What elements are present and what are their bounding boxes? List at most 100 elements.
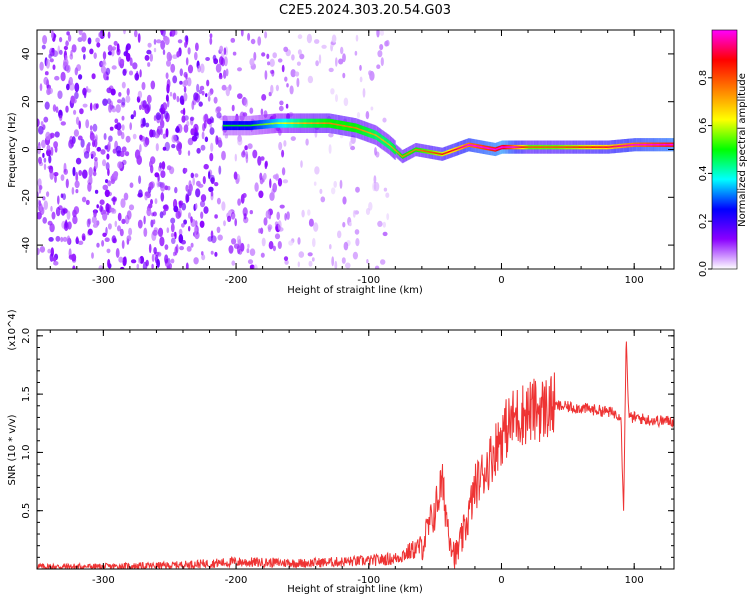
spectrogram-noise-cell (183, 92, 188, 102)
colorbar-label: Normalized spectral amplitude (737, 73, 748, 227)
spectrogram-noise-cell (201, 90, 205, 96)
spectrogram-noise-cell (59, 114, 63, 122)
spectrogram-noise-cell (121, 124, 125, 131)
spectrogram-noise-cell (200, 211, 204, 219)
spectrogram-noise-cell (119, 150, 125, 157)
spectrogram-noise-cell (78, 30, 83, 36)
spectrogram-noise-cell (67, 221, 72, 230)
spectrogram-noise-cell (331, 256, 335, 267)
spectrogram-noise-cell (329, 244, 332, 250)
spectrogram-noise-cell (189, 116, 195, 122)
spectrogram-ridge-core (526, 146, 528, 148)
spectrogram-ridge-core (661, 143, 663, 146)
spectrogram-ridge-core (413, 149, 415, 152)
spectrogram-ridge-core (593, 146, 595, 148)
spectrogram-ridge-core (553, 146, 555, 148)
spectrogram-noise-cell (141, 81, 146, 91)
spectrogram-noise-cell (164, 36, 170, 46)
spectrogram-ridge-core (246, 124, 249, 127)
spectrogram-ridge-core (655, 143, 657, 146)
spectrogram-ridge-core (636, 143, 638, 146)
spectrogram-ridge-core (321, 122, 323, 124)
spectrogram-noise-cell (247, 243, 250, 249)
spectrogram-noise-cell (202, 176, 206, 185)
spectrogram-noise-cell (72, 209, 77, 218)
spectrogram-noise-cell (362, 88, 366, 98)
spectrogram-noise-cell (237, 198, 242, 206)
spectrogram-ridge-core (311, 122, 313, 124)
spectrogram-noise-cell (260, 156, 265, 161)
spectrogram-ridge-core (524, 146, 526, 148)
spectrogram-ridge-core (521, 146, 523, 148)
spectrogram-ridge-core (401, 155, 403, 157)
spectrogram-noise-cell (355, 186, 360, 193)
spectrogram-noise-cell (193, 257, 199, 265)
spectrogram-ridge-core (585, 146, 587, 148)
spectrogram-noise-cell (188, 183, 193, 193)
spectrogram-noise-cell (373, 181, 380, 192)
spectrogram-ridge-core (532, 146, 534, 148)
spectrogram-noise-cell (208, 171, 211, 180)
spectrogram-noise-cell (199, 220, 205, 228)
spectrogram-ridge-core (319, 122, 321, 124)
spectrogram-noise-cell (126, 43, 131, 51)
spectrogram-noise-cell (89, 48, 94, 55)
spectrogram-noise-cell (49, 170, 54, 180)
spectrogram-ridge-core (325, 122, 328, 124)
spectrogram-ridge-core (355, 127, 357, 129)
spectrogram-noise-cell (352, 251, 358, 260)
spectrogram-ridge-core (533, 146, 535, 148)
spectrogram-ridge-core (461, 146, 463, 148)
spectrogram-ridge-core (589, 146, 591, 148)
spectrogram-ridge-core (479, 145, 481, 148)
spectrogram-ridge-core (638, 143, 640, 146)
spectrogram-ridge-core (436, 152, 438, 155)
spectrogram-noise-cell (330, 88, 335, 95)
spectrogram-ridge-core (331, 122, 333, 125)
spectrogram-ridge-core (344, 125, 346, 127)
spectrogram-noise-cell (130, 114, 134, 120)
spectrogram-noise-cell (266, 53, 270, 59)
spectrogram-ridge-core (670, 143, 672, 146)
spectrogram-noise-cell (264, 31, 268, 39)
spectrogram-ridge-core (425, 150, 427, 153)
spectrogram-noise-cell (143, 139, 149, 148)
spectrogram-noise-cell (193, 226, 197, 235)
spectrogram-noise-cell (49, 47, 55, 57)
spectrogram-noise-cell (301, 209, 305, 218)
spectrogram-noise-cell (160, 40, 166, 50)
spectrogram-noise-cell (166, 59, 171, 67)
spectrogram-noise-cell (299, 53, 305, 60)
spectrogram-ridge-core (665, 143, 668, 146)
spectrogram-noise-cell (349, 222, 352, 227)
spectrogram-ridge-core (396, 151, 398, 153)
spectrogram-ridge-core (398, 152, 400, 155)
spectrogram-noise-cell (82, 103, 88, 108)
spectrogram-noise-cell (272, 174, 279, 180)
spectrogram-noise-cell (181, 202, 187, 211)
spectrogram-noise-cell (308, 260, 313, 267)
spectrogram-ridge-core (377, 135, 379, 138)
spectrogram-ridge-core (469, 144, 471, 146)
spectrogram-noise-cell (137, 90, 143, 99)
spectrogram-noise-cell (86, 218, 91, 228)
spectrogram-noise-cell (331, 34, 337, 43)
spectrogram-noise-cell (83, 53, 86, 60)
spectrogram-noise-cell (72, 166, 76, 177)
spectrogram-ridge-core (574, 146, 577, 148)
spectrogram-ridge-core (284, 122, 286, 124)
spectrogram-ridge-core (646, 143, 648, 146)
spectrogram-noise-cell (110, 88, 116, 96)
spectrogram-noise-cell (129, 182, 134, 188)
y-tick-label: 40 (21, 48, 32, 61)
spectrogram-noise-cell (234, 218, 237, 227)
spectrogram-noise-cell (139, 69, 142, 78)
spectrogram-noise-cell (156, 258, 161, 268)
spectrogram-ridge-core (362, 129, 364, 132)
spectrogram-noise-cell (261, 52, 266, 57)
spectrogram-noise-cell (149, 53, 153, 62)
spectrogram-noise-cell (179, 246, 185, 251)
spectrogram-noise-cell (296, 61, 301, 66)
spectrogram-noise-cell (284, 213, 287, 221)
spectrogram-ridge-core (307, 122, 309, 124)
